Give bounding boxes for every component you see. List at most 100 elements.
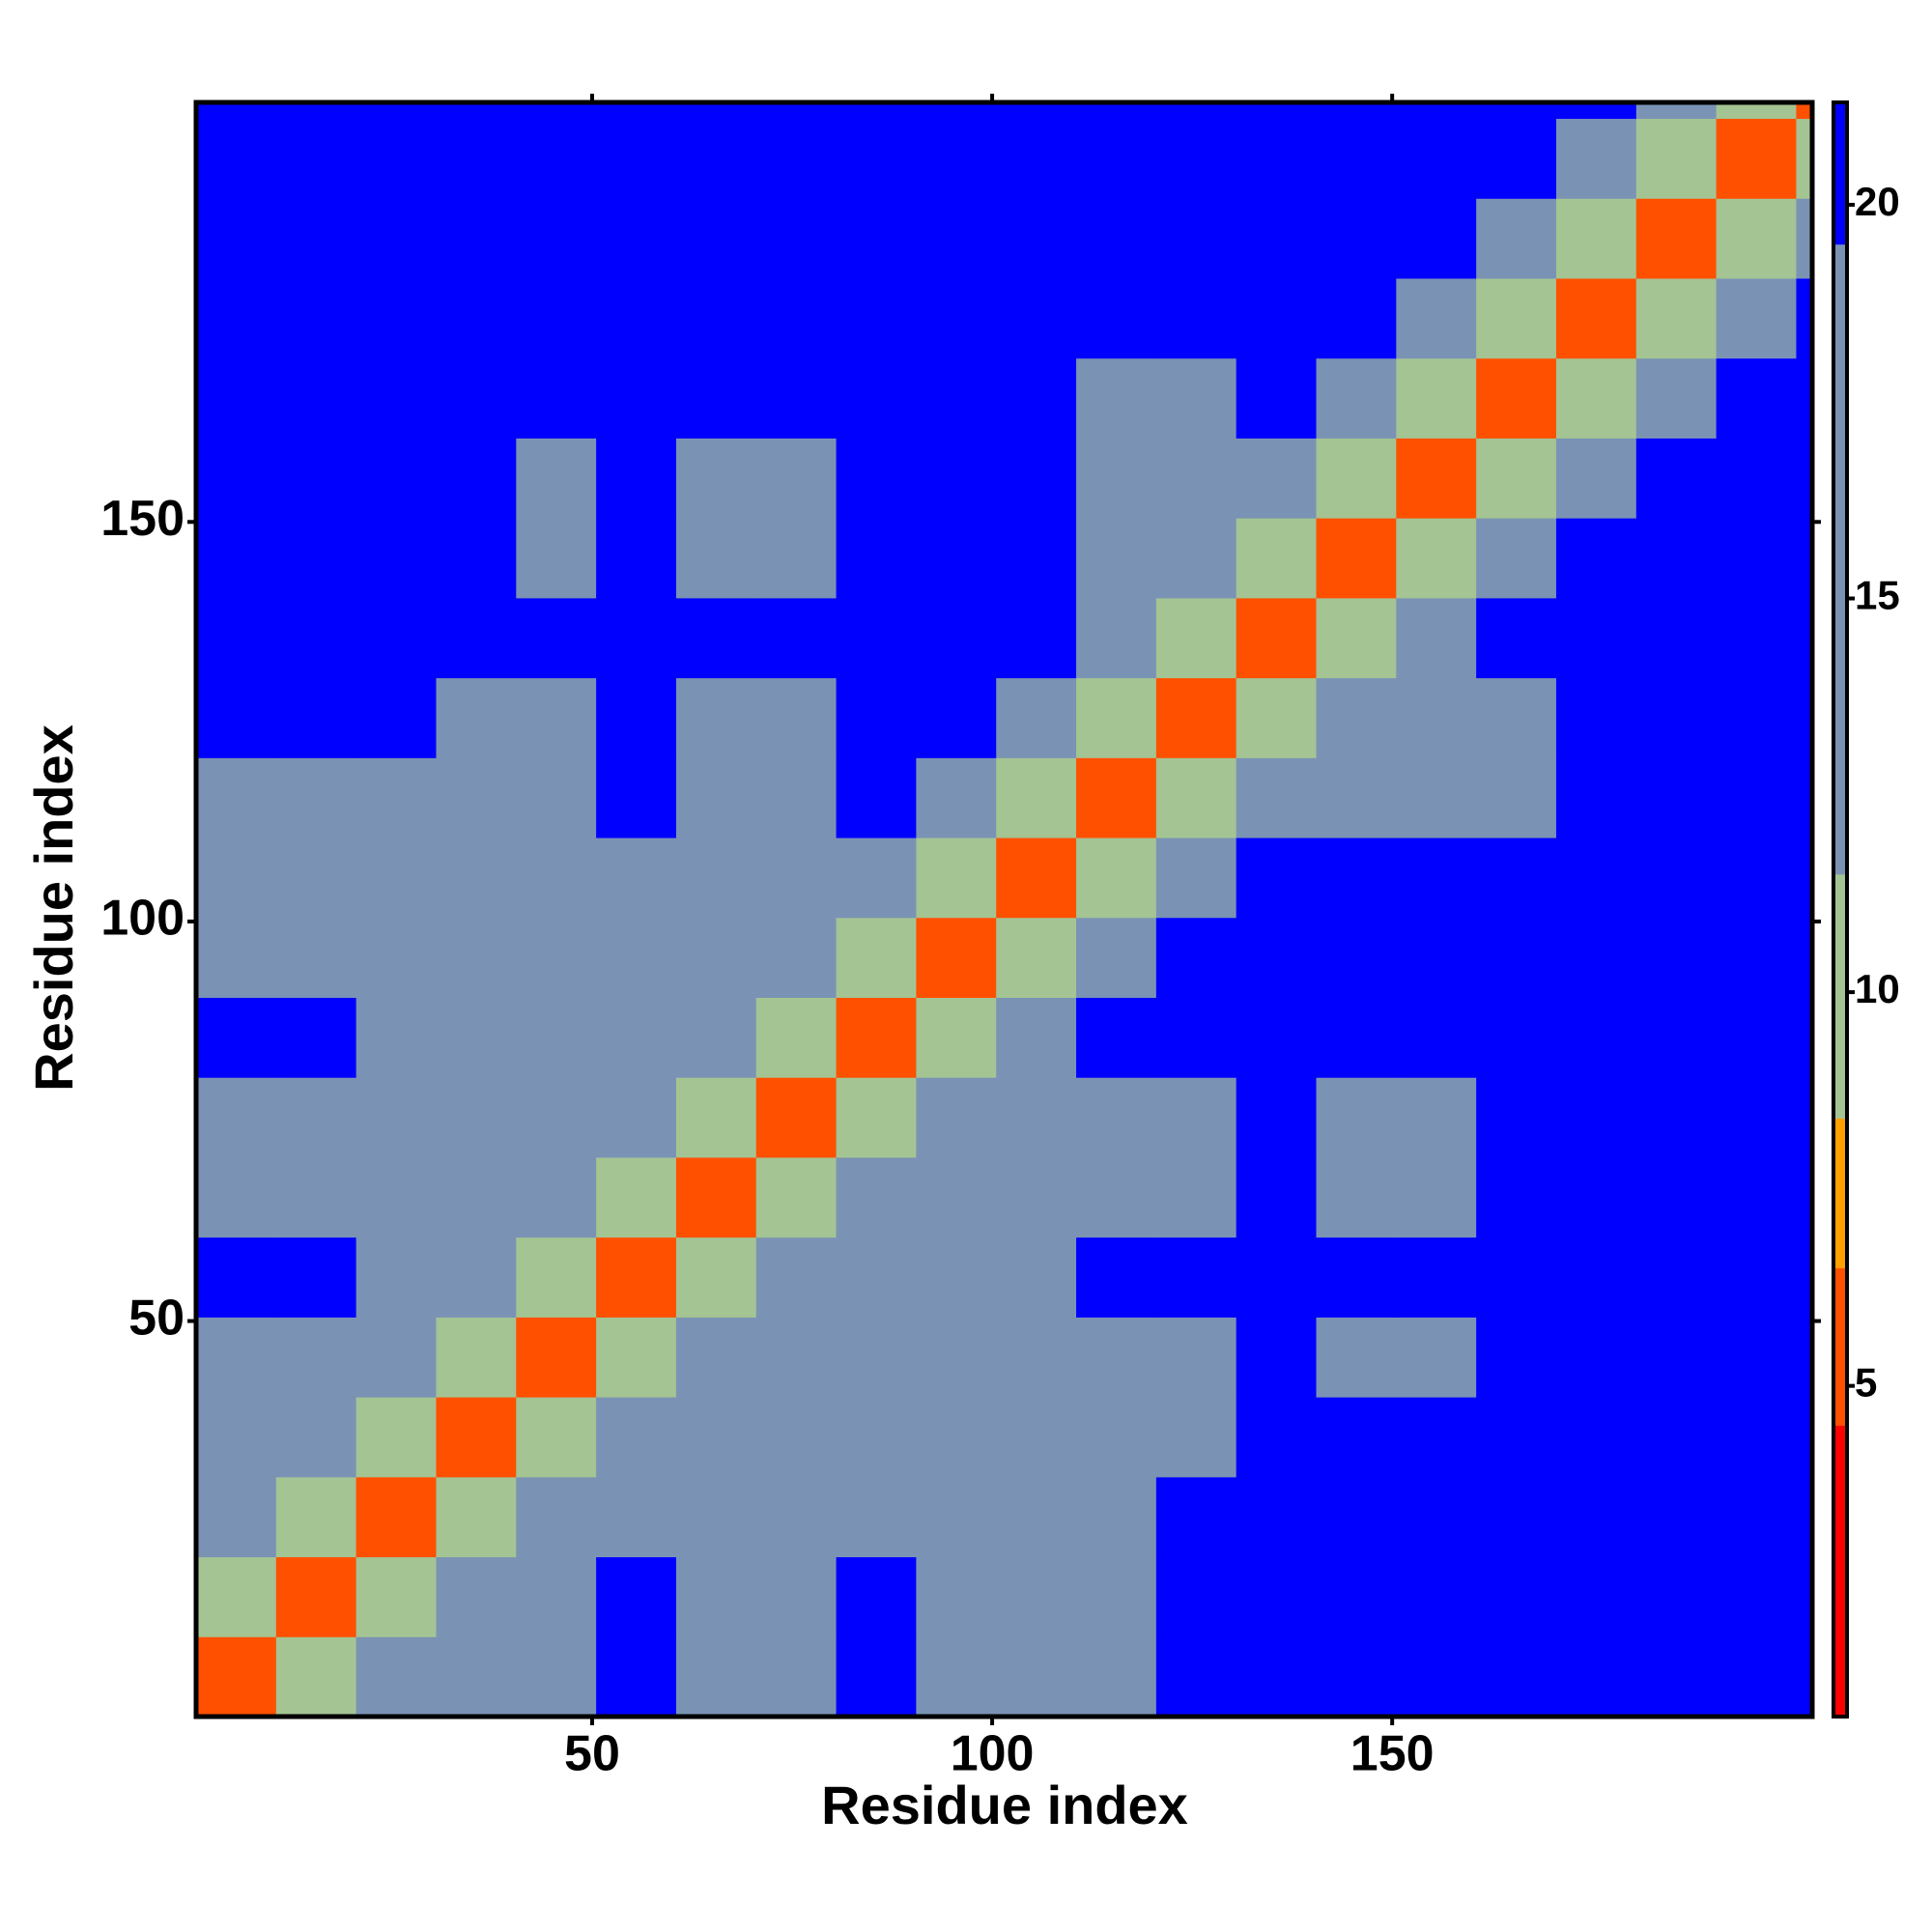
heatmap-cell (596, 997, 677, 1078)
heatmap-cell (1316, 277, 1397, 359)
heatmap-cell (1236, 438, 1318, 519)
heatmap-cell (836, 438, 917, 519)
heatmap-cell (516, 1317, 597, 1398)
heatmap-cell (1155, 1556, 1237, 1637)
heatmap-cell (836, 757, 917, 838)
colorbar-tick-label: 5 (1855, 1360, 1877, 1406)
heatmap-cell (1796, 1556, 1813, 1637)
heatmap-cell (996, 438, 1077, 519)
heatmap-cell (1236, 198, 1318, 279)
heatmap-cell (1316, 677, 1397, 758)
heatmap-cell (1716, 1317, 1797, 1398)
x-tick-label: 100 (951, 1726, 1035, 1782)
heatmap-cell (1796, 917, 1813, 998)
heatmap-cell (596, 357, 677, 439)
heatmap-cell (596, 1236, 677, 1318)
heatmap-cell (1076, 1236, 1157, 1318)
heatmap-cell (1396, 198, 1477, 279)
heatmap-cell (1076, 102, 1157, 120)
heatmap-cell (1716, 357, 1797, 439)
heatmap-cell (596, 1156, 677, 1238)
heatmap-cell (436, 677, 517, 758)
heatmap-cell (1635, 677, 1718, 758)
heatmap-cell (1796, 1476, 1813, 1558)
heatmap-cell (1396, 597, 1477, 679)
heatmap-cell (1316, 1397, 1397, 1478)
heatmap-cell (916, 597, 997, 679)
heatmap-cell (1476, 198, 1557, 279)
heatmap-cell (675, 277, 757, 359)
heatmap-cell (1716, 102, 1797, 120)
heatmap-cell (436, 1236, 517, 1318)
heatmap-cell (755, 917, 838, 998)
heatmap-cell (1635, 597, 1718, 679)
heatmap-cell (996, 277, 1077, 359)
heatmap-cell (1155, 1236, 1237, 1318)
heatmap-cell (516, 438, 597, 519)
heatmap-cell (916, 1156, 997, 1238)
heatmap-cell (675, 438, 757, 519)
heatmap-cell (1476, 677, 1557, 758)
heatmap-cell (755, 757, 838, 838)
heatmap-cell (1716, 1077, 1797, 1158)
heatmap-cell (675, 1156, 757, 1238)
heatmap-cell (996, 757, 1077, 838)
heatmap-cell (1716, 118, 1797, 199)
heatmap-cell (1396, 438, 1477, 519)
heatmap-cell (1555, 1236, 1637, 1318)
heatmap-cell (836, 118, 917, 199)
heatmap-cell (675, 198, 757, 279)
heatmap-cell (1476, 1156, 1557, 1238)
heatmap-cell (1635, 198, 1718, 279)
heatmap-cell (1316, 1476, 1397, 1558)
heatmap-cell (196, 917, 277, 998)
heatmap-cell (916, 997, 997, 1078)
heatmap-cell (275, 1476, 357, 1558)
heatmap-cell (1316, 198, 1397, 279)
heatmap-cell (196, 1476, 277, 1558)
heatmap-cell (1396, 1636, 1477, 1718)
heatmap-cell (1316, 438, 1397, 519)
heatmap-cell (1555, 518, 1637, 599)
heatmap-cell (196, 757, 277, 838)
heatmap-cell (1555, 597, 1637, 679)
heatmap-cell (1796, 1636, 1813, 1718)
heatmap-cell (1076, 1077, 1157, 1158)
heatmap-cell (1236, 597, 1318, 679)
heatmap-cell (196, 1317, 277, 1398)
heatmap-cell (836, 357, 917, 439)
heatmap-cell (1396, 838, 1477, 919)
heatmap-cell (1476, 1236, 1557, 1318)
heatmap-cell (196, 102, 277, 120)
heatmap-cell (1476, 1317, 1557, 1398)
heatmap-cell (1796, 357, 1813, 439)
heatmap-cell (1555, 757, 1637, 838)
heatmap-cell (1316, 917, 1397, 998)
heatmap-cell (1316, 102, 1397, 120)
heatmap-cell (1716, 677, 1797, 758)
heatmap-cell (1476, 518, 1557, 599)
x-axis-title: Residue index (821, 1775, 1188, 1835)
heatmap-cell (836, 277, 917, 359)
heatmap-cell (516, 1156, 597, 1238)
heatmap-cell (1155, 597, 1237, 679)
colorbar-tick-label: 20 (1855, 179, 1900, 224)
heatmap-cell (275, 357, 357, 439)
heatmap-cell (675, 1636, 757, 1718)
heatmap-cell (916, 357, 997, 439)
heatmap-cell (436, 757, 517, 838)
heatmap-cell (996, 1156, 1077, 1238)
heatmap-cell (1716, 518, 1797, 599)
heatmap-cell (1236, 1556, 1318, 1637)
heatmap-cell (1236, 1476, 1318, 1558)
heatmap-cell (755, 1317, 838, 1398)
heatmap-cell (1555, 102, 1637, 120)
heatmap-cell (836, 1476, 917, 1558)
heatmap-cell (1796, 1077, 1813, 1158)
heatmap-cell (675, 838, 757, 919)
heatmap-cell (196, 997, 277, 1078)
heatmap-cell (516, 118, 597, 199)
heatmap-cell (1635, 757, 1718, 838)
heatmap-cell (1555, 1077, 1637, 1158)
